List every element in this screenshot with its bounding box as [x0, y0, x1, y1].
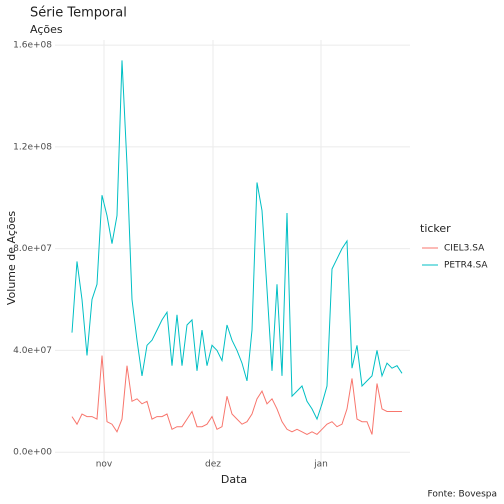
- y-tick-label: 1.6e+08: [13, 41, 52, 51]
- x-axis-label: Data: [221, 473, 247, 486]
- y-tick-label: 8.0e+07: [13, 244, 52, 254]
- y-tick-label: 1.2e+08: [13, 142, 52, 152]
- legend-title: ticker: [420, 222, 451, 235]
- caption: Fonte: Bovespa: [428, 490, 498, 500]
- legend-label: CIEL3.SA: [444, 244, 485, 254]
- line-series: [71, 355, 402, 436]
- x-tick-label: nov: [96, 460, 113, 470]
- y-tick-label: 4.0e+07: [13, 346, 52, 356]
- chart-title: Série Temporal: [30, 6, 127, 21]
- y-axis-label: Volume de Ações: [5, 211, 18, 306]
- x-tick-label: dez: [205, 460, 221, 470]
- y-tick-label: 0.0e+00: [13, 448, 52, 458]
- legend-label: PETR4.SA: [444, 261, 488, 271]
- chart-subtitle: Ações: [30, 23, 63, 36]
- x-tick-label: jan: [313, 460, 328, 470]
- line-series: [71, 60, 403, 421]
